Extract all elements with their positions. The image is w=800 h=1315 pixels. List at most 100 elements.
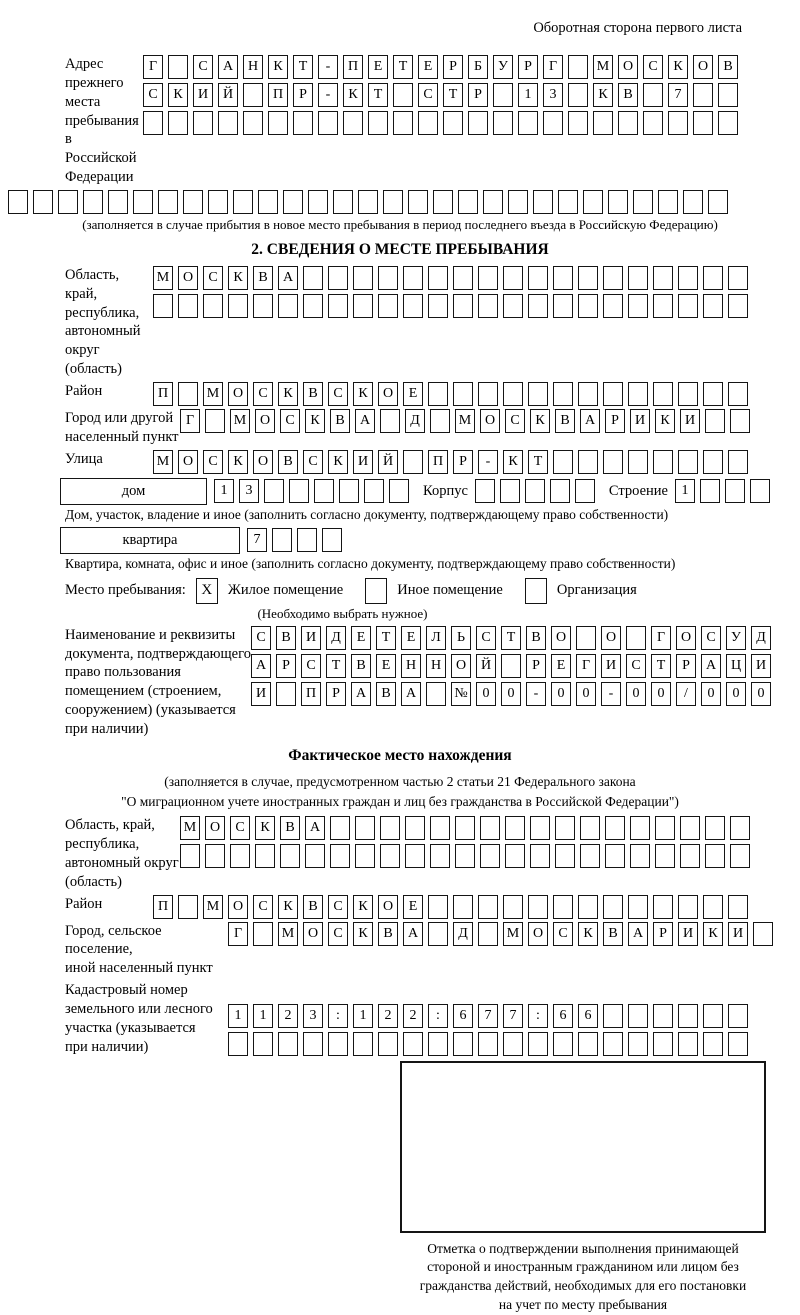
char-box[interactable] (368, 111, 388, 135)
char-box[interactable] (653, 294, 673, 318)
char-box[interactable]: В (303, 895, 323, 919)
char-box[interactable]: 0 (701, 682, 721, 706)
char-box[interactable] (728, 382, 748, 406)
char-box[interactable] (168, 55, 188, 79)
checkbox-inoe-pomeshchenie[interactable] (365, 578, 387, 604)
char-box[interactable] (693, 83, 713, 107)
char-box[interactable]: Т (293, 55, 313, 79)
char-box[interactable]: И (680, 409, 700, 433)
char-box[interactable] (333, 190, 353, 214)
char-box[interactable] (230, 844, 250, 868)
char-box[interactable] (578, 382, 598, 406)
char-box[interactable]: О (480, 409, 500, 433)
char-box[interactable] (603, 450, 623, 474)
char-box[interactable] (253, 294, 273, 318)
char-box[interactable] (328, 294, 348, 318)
char-box[interactable] (218, 111, 238, 135)
char-box[interactable]: О (601, 626, 621, 650)
char-box[interactable] (253, 922, 273, 946)
char-box[interactable] (628, 895, 648, 919)
char-box[interactable] (403, 294, 423, 318)
char-box[interactable]: С (203, 266, 223, 290)
char-box[interactable] (283, 190, 303, 214)
char-box[interactable] (500, 479, 520, 503)
char-box[interactable]: К (530, 409, 550, 433)
char-box[interactable] (428, 382, 448, 406)
char-box[interactable]: К (228, 266, 248, 290)
char-box[interactable]: К (228, 450, 248, 474)
char-box[interactable] (228, 1032, 248, 1056)
char-box[interactable] (453, 1032, 473, 1056)
char-box[interactable] (718, 83, 738, 107)
char-box[interactable]: М (153, 266, 173, 290)
char-box[interactable]: И (251, 682, 271, 706)
char-box[interactable]: О (178, 266, 198, 290)
char-box[interactable] (380, 816, 400, 840)
char-box[interactable]: 6 (578, 1004, 598, 1028)
char-box[interactable] (678, 1004, 698, 1028)
char-box[interactable] (403, 266, 423, 290)
char-box[interactable] (358, 190, 378, 214)
char-box[interactable] (328, 266, 348, 290)
char-box[interactable]: С (643, 55, 663, 79)
char-box[interactable]: С (328, 922, 348, 946)
char-box[interactable]: 0 (626, 682, 646, 706)
char-box[interactable] (653, 895, 673, 919)
char-box[interactable] (378, 266, 398, 290)
char-box[interactable] (380, 409, 400, 433)
char-box[interactable] (575, 479, 595, 503)
char-box[interactable] (543, 111, 563, 135)
char-box[interactable]: Т (528, 450, 548, 474)
char-box[interactable] (478, 895, 498, 919)
char-box[interactable]: С (253, 895, 273, 919)
char-box[interactable]: К (503, 450, 523, 474)
char-box[interactable] (653, 1004, 673, 1028)
char-box[interactable] (168, 111, 188, 135)
char-box[interactable] (355, 816, 375, 840)
char-box[interactable]: Р (276, 654, 296, 678)
char-box[interactable]: : (328, 1004, 348, 1028)
char-box[interactable] (328, 1032, 348, 1056)
char-box[interactable]: А (628, 922, 648, 946)
char-box[interactable] (180, 844, 200, 868)
char-box[interactable] (205, 409, 225, 433)
char-box[interactable]: Р (453, 450, 473, 474)
char-box[interactable] (428, 922, 448, 946)
char-box[interactable]: Н (243, 55, 263, 79)
char-box[interactable]: С (251, 626, 271, 650)
char-box[interactable]: М (153, 450, 173, 474)
char-box[interactable] (383, 190, 403, 214)
char-box[interactable]: С (626, 654, 646, 678)
char-box[interactable] (158, 190, 178, 214)
char-box[interactable] (428, 895, 448, 919)
char-box[interactable] (578, 895, 598, 919)
char-box[interactable]: У (493, 55, 513, 79)
char-box[interactable] (725, 479, 745, 503)
char-box[interactable] (483, 190, 503, 214)
char-box[interactable]: 3 (303, 1004, 323, 1028)
char-box[interactable]: П (428, 450, 448, 474)
char-box[interactable]: Н (401, 654, 421, 678)
char-box[interactable]: 7 (478, 1004, 498, 1028)
char-box[interactable]: 0 (751, 682, 771, 706)
char-box[interactable]: П (153, 895, 173, 919)
char-box[interactable] (330, 844, 350, 868)
char-box[interactable] (143, 111, 163, 135)
char-box[interactable] (268, 111, 288, 135)
char-box[interactable] (255, 844, 275, 868)
char-box[interactable] (528, 382, 548, 406)
char-box[interactable] (655, 844, 675, 868)
char-box[interactable]: К (578, 922, 598, 946)
char-box[interactable]: 1 (675, 479, 695, 503)
char-box[interactable]: Е (351, 626, 371, 650)
char-box[interactable] (708, 190, 728, 214)
char-box[interactable]: А (701, 654, 721, 678)
char-box[interactable]: О (255, 409, 275, 433)
char-box[interactable] (553, 266, 573, 290)
char-box[interactable]: : (428, 1004, 448, 1028)
char-box[interactable] (528, 1032, 548, 1056)
char-box[interactable]: К (278, 895, 298, 919)
char-box[interactable] (243, 83, 263, 107)
char-box[interactable] (728, 1032, 748, 1056)
char-box[interactable]: А (580, 409, 600, 433)
